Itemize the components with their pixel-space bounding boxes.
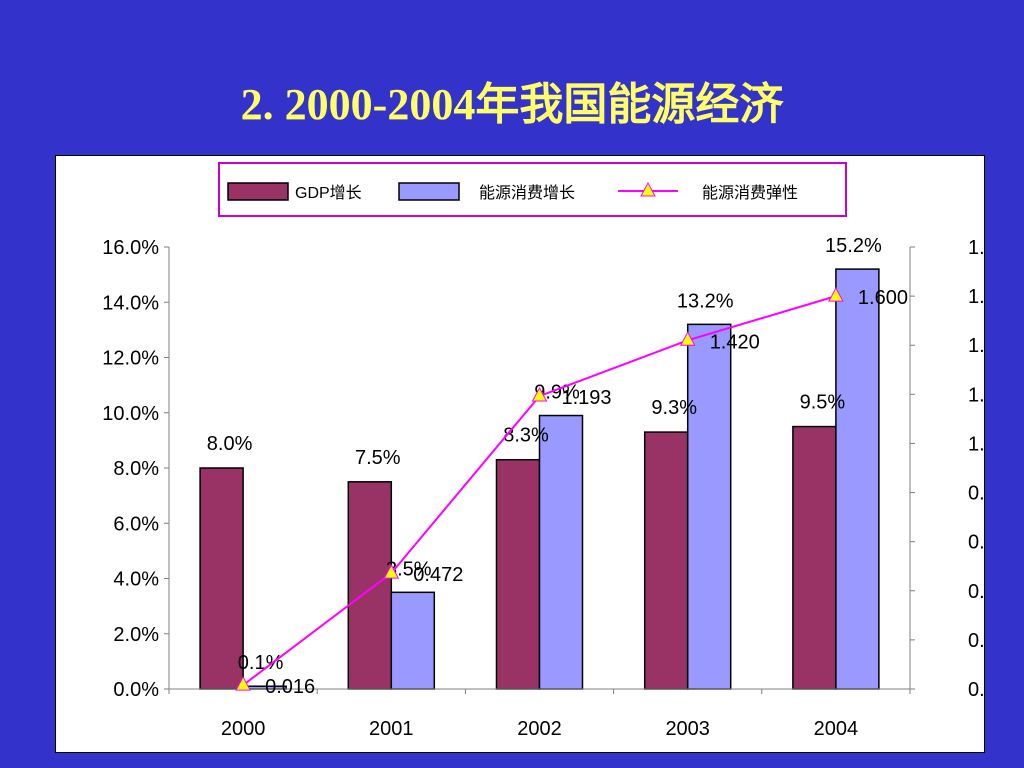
data-label-energy: 9.9%	[534, 382, 580, 404]
marker-energy-elasticity	[828, 287, 844, 302]
legend-box	[218, 162, 847, 217]
data-label-energy: 3.5%	[386, 558, 432, 580]
legend-label-energy: 能源消费增长	[479, 184, 575, 202]
x-axis-tick-label: 2001	[369, 718, 414, 740]
data-label-gdp: 8.3%	[503, 425, 549, 447]
x-axis-tick-label: 2004	[814, 718, 859, 740]
bar-gdp-growth	[347, 481, 393, 690]
marker-energy-elasticity	[531, 386, 548, 402]
data-label-elasticity: 0.472	[413, 564, 463, 586]
right-axis-tick-label: 0.80	[968, 483, 984, 505]
data-label-elasticity: 0.016	[265, 676, 315, 698]
left-axis-tick-label: 8.0%	[113, 458, 159, 480]
left-axis-tick-label: 4.0%	[113, 569, 159, 591]
data-label-gdp: 7.5%	[355, 447, 401, 469]
right-axis-tick-label: 0.60	[968, 532, 984, 554]
bar-gdp-growth	[792, 425, 837, 690]
slide-title: 2. 2000-2004年我国能源经济	[240, 80, 784, 129]
data-label-elasticity: 1.600	[858, 287, 908, 309]
right-axis-tick-label: 1.20	[968, 384, 984, 406]
x-axis-tick-label: 2003	[665, 718, 710, 740]
bar-energy-growth	[835, 268, 880, 690]
bar-gdp-growth	[199, 467, 244, 690]
right-axis-tick-label: 1.00	[968, 433, 984, 455]
legend-label-gdp: GDP增长	[295, 184, 362, 202]
bar-gdp-growth	[495, 458, 541, 690]
right-axis-tick-label: 0.00	[968, 679, 984, 701]
bar-energy-growth	[686, 323, 732, 690]
left-axis-tick-label: 0.0%	[113, 679, 159, 701]
marker-energy-elasticity	[383, 564, 400, 579]
data-label-gdp: 8.0%	[207, 433, 253, 455]
data-label-energy: 0.1%	[238, 652, 284, 674]
right-axis-tick-label: 1.80	[968, 237, 984, 259]
right-axis-tick-label: 1.60	[968, 286, 984, 308]
right-axis-tick-label: 0.20	[968, 630, 984, 652]
right-axis-tick-label: 0.40	[968, 581, 984, 603]
legend-swatch-gdp	[227, 182, 289, 201]
legend-label-elasticity: 能源消费弹性	[702, 184, 798, 202]
data-label-gdp: 9.5%	[800, 392, 846, 414]
data-label-elasticity: 1.420	[710, 331, 760, 353]
data-label-energy: 13.2%	[677, 290, 734, 312]
left-axis-tick-label: 14.0%	[102, 292, 159, 314]
left-axis-tick-label: 12.0%	[102, 348, 159, 370]
data-label-elasticity: 1.193	[562, 387, 612, 409]
data-label-gdp: 9.3%	[651, 397, 697, 419]
bar-energy-growth	[390, 591, 436, 690]
chart-panel: 0.0% 2.0% 4.0% 6.0% 8.0% 10.0% 12.0% 14.0% 16.0%…	[55, 155, 985, 753]
x-axis-tick-label: 2000	[221, 718, 266, 740]
left-axis-tick-label: 6.0%	[113, 513, 159, 535]
right-axis-tick-label: 1.40	[968, 335, 984, 357]
bar-gdp-growth	[643, 431, 689, 690]
marker-energy-elasticity	[679, 331, 696, 346]
bar-energy-growth	[538, 414, 584, 690]
left-axis-tick-label: 2.0%	[113, 624, 159, 646]
legend-swatch-energy	[398, 182, 460, 201]
x-axis-tick-label: 2002	[517, 718, 562, 740]
left-axis-tick-label: 16.0%	[102, 237, 159, 259]
left-axis-tick-label: 10.0%	[102, 403, 159, 425]
chart: 0.0% 2.0% 4.0% 6.0% 8.0% 10.0% 12.0% 14.0% 16.0%…	[102, 162, 984, 740]
marker-energy-elasticity	[235, 676, 251, 691]
legend-swatch-elasticity-marker	[640, 181, 656, 197]
data-label-energy: 15.2%	[825, 235, 882, 257]
